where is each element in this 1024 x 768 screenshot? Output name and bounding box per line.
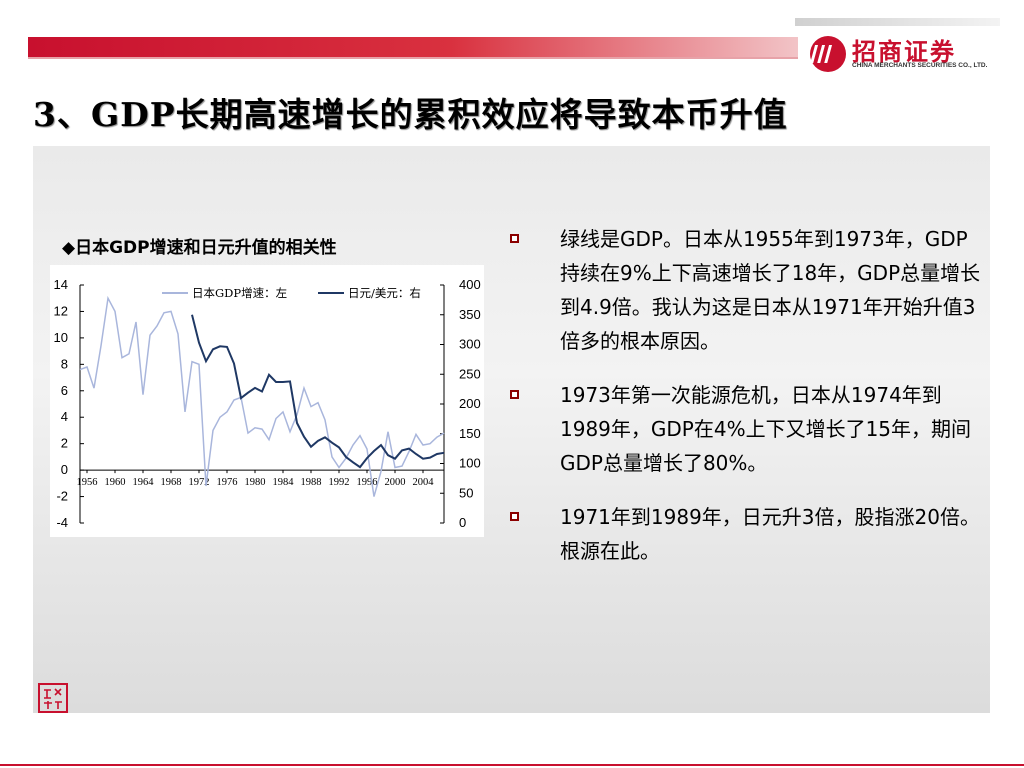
header-gray-bar xyxy=(795,18,1000,26)
bullet-text: 绿线是GDP。日本从1955年到1973年，GDP持续在9%上下高速增长了18年… xyxy=(560,227,981,353)
x-tick-label: 1964 xyxy=(133,477,155,488)
bullet-text: 1973年第一次能源危机，日本从1974年到1989年，GDP在4%上下又增长了… xyxy=(560,383,972,475)
x-tick-label: 1968 xyxy=(161,477,182,488)
header-thin-bar xyxy=(28,57,798,59)
bullet-item-3: 1971年到1989年，日元升3倍，股指涨20倍。根源在此。 xyxy=(510,500,985,568)
y-left-tick-label: 12 xyxy=(54,303,68,318)
seal-stamp-icon xyxy=(38,683,68,713)
bullet-item-2: 1973年第一次能源危机，日本从1974年到1989年，GDP在4%上下又增长了… xyxy=(510,378,985,480)
legend-label-2: 日元/美元：右 xyxy=(348,286,421,300)
chart-caption: ◆日本GDP增速和日元升值的相关性 xyxy=(62,238,337,258)
y-left-tick-label: -2 xyxy=(56,489,68,504)
y-right-tick-label: 350 xyxy=(459,307,481,322)
square-bullet-icon xyxy=(510,390,519,399)
x-tick-label: 1980 xyxy=(245,477,266,488)
x-tick-label: 1992 xyxy=(329,477,350,488)
series-line-2 xyxy=(191,314,445,469)
y-right-tick-label: 250 xyxy=(459,366,481,381)
y-left-tick-label: 0 xyxy=(61,462,68,477)
x-tick-label: 2000 xyxy=(385,477,406,488)
gdp-yen-chart: -4 -2 0 2 4 6 8 10 12 14 0 50 100 150 200 250 300 350 400 1… xyxy=(54,277,481,530)
footer-line xyxy=(0,764,1024,766)
y-right-tick-label: 150 xyxy=(459,426,481,441)
y-right-tick-label: 0 xyxy=(459,515,466,530)
y-right-tick-label: 50 xyxy=(459,485,473,500)
square-bullet-icon xyxy=(510,234,519,243)
square-bullet-icon xyxy=(510,512,519,521)
y-right-tick-label: 100 xyxy=(459,456,481,471)
x-tick-label: 1976 xyxy=(217,477,238,488)
y-left-tick-label: 4 xyxy=(61,409,68,424)
brand-logo: 招商证券 CHINA MERCHANTS SECURITIES CO., LTD… xyxy=(808,30,998,78)
x-tick-label: 1972 xyxy=(189,477,210,488)
series-line-1 xyxy=(79,295,445,497)
x-tick-label: 1960 xyxy=(105,477,126,488)
x-tick-label: 1984 xyxy=(273,477,295,488)
legend-label-1: 日本GDP增速：左 xyxy=(192,286,287,300)
y-left-tick-label: 10 xyxy=(54,330,68,345)
x-tick-label: 1996 xyxy=(357,477,378,488)
y-left-tick-label: 6 xyxy=(61,383,68,398)
chart-container: -4 -2 0 2 4 6 8 10 12 14 0 50 100 150 200 250 300 350 400 1… xyxy=(50,265,484,537)
header-red-bar xyxy=(28,37,798,57)
x-tick-label: 2004 xyxy=(413,477,435,488)
brand-name-cn: 招商证券 xyxy=(852,38,956,66)
x-tick-label: 1988 xyxy=(301,477,322,488)
x-tick-label: 1956 xyxy=(77,477,98,488)
y-left-tick-label: 14 xyxy=(54,277,68,292)
y-right-tick-label: 300 xyxy=(459,337,481,352)
slide-title: 3、GDP长期高速增长的累积效应将导致本币升值 xyxy=(33,95,788,134)
y-left-tick-label: 2 xyxy=(61,436,68,451)
y-left-tick-label: 8 xyxy=(61,356,68,371)
bullet-text: 1971年到1989年，日元升3倍，股指涨20倍。根源在此。 xyxy=(560,505,980,563)
y-left-tick-label: -4 xyxy=(56,515,68,530)
brand-name-en: CHINA MERCHANTS SECURITIES CO., LTD. xyxy=(852,62,988,69)
y-right-tick-label: 400 xyxy=(459,277,481,292)
bullet-list: 绿线是GDP。日本从1955年到1973年，GDP持续在9%上下高速增长了18年… xyxy=(510,222,985,588)
y-right-tick-label: 200 xyxy=(459,396,481,411)
brand-mark-icon xyxy=(810,36,846,72)
bullet-item-1: 绿线是GDP。日本从1955年到1973年，GDP持续在9%上下高速增长了18年… xyxy=(510,222,985,358)
